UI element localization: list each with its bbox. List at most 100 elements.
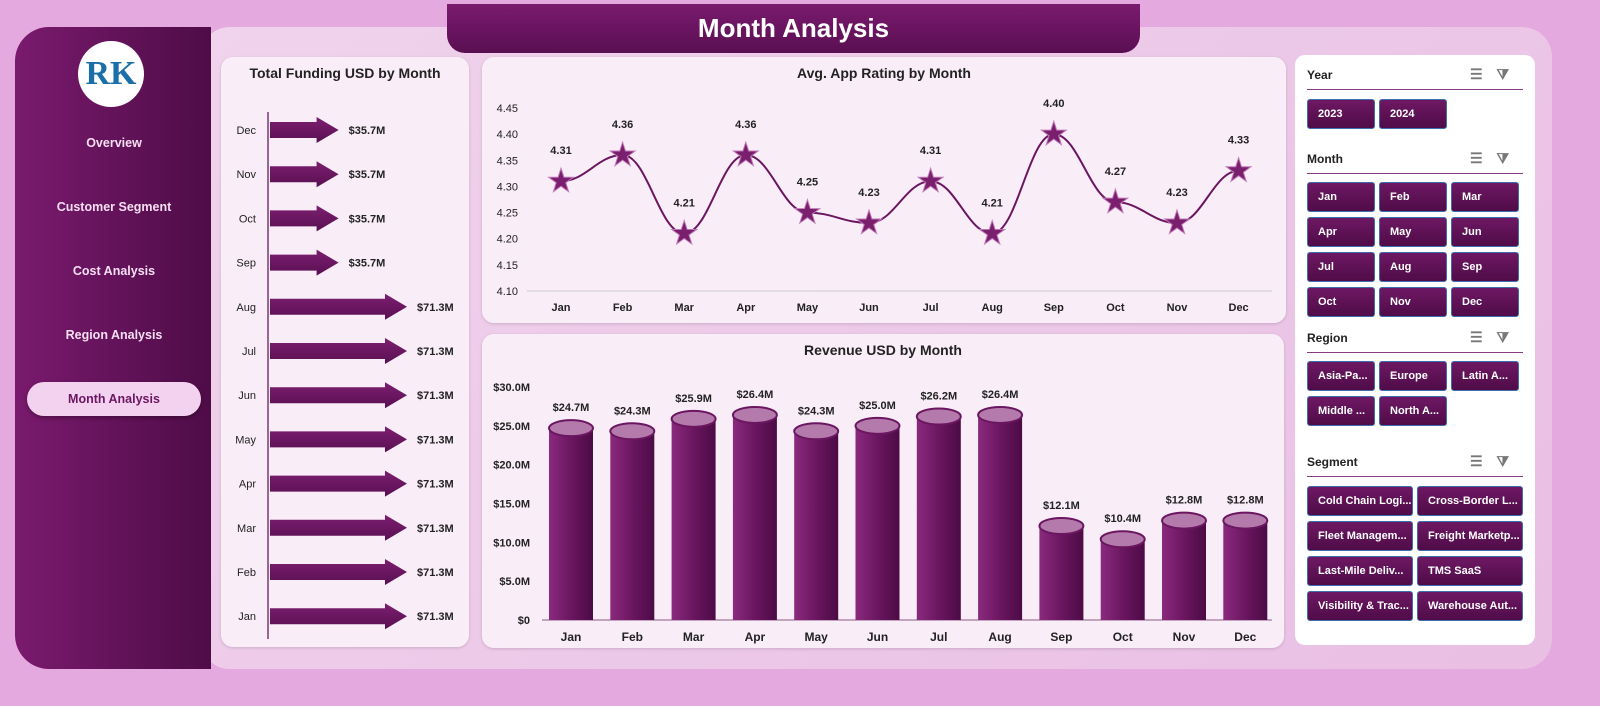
month-option[interactable]: Feb <box>1379 182 1447 212</box>
bar-top <box>1222 511 1269 530</box>
region-option[interactable]: Middle ... <box>1307 396 1375 426</box>
star-marker <box>731 140 760 167</box>
y-tick-label: $20.0M <box>493 460 530 472</box>
nav-overview[interactable]: Overview <box>86 136 142 150</box>
nav-month-analysis[interactable]: Month Analysis <box>27 382 201 416</box>
bar-top <box>854 416 901 435</box>
nav-region-analysis[interactable]: Region Analysis <box>65 328 163 342</box>
region-option[interactable]: Asia-Pa... <box>1307 361 1375 391</box>
data-label: $24.3M <box>614 405 651 417</box>
clear-filter-icon[interactable]: ⧩ <box>1496 66 1523 82</box>
multi-select-icon[interactable]: ☰ <box>1469 329 1497 345</box>
data-label: $12.8M <box>1166 495 1203 507</box>
y-tick-label: 4.35 <box>497 155 518 167</box>
data-label: 4.27 <box>1105 166 1126 178</box>
x-tick-label: Feb <box>622 630 643 644</box>
multi-select-icon[interactable]: ☰ <box>1469 66 1497 82</box>
segment-slicer-header: Segment ☰⧩ <box>1307 453 1523 477</box>
revenue-bar <box>549 428 593 620</box>
data-label: 4.31 <box>550 145 571 157</box>
clear-filter-icon[interactable]: ⧩ <box>1496 150 1523 166</box>
revenue-bar <box>978 414 1023 620</box>
star-marker <box>978 218 1007 246</box>
y-tick-label: 4.20 <box>497 234 518 246</box>
data-label: 4.23 <box>1166 187 1187 199</box>
data-label: $35.7M <box>349 169 386 181</box>
y-tick-label: Mar <box>237 523 256 535</box>
data-label: 4.23 <box>858 187 879 199</box>
month-option[interactable]: Jun <box>1451 217 1519 247</box>
segment-option[interactable]: Visibility & Trac... <box>1307 591 1413 621</box>
data-label: $25.0M <box>859 400 896 412</box>
data-label: $10.4M <box>1104 513 1141 525</box>
segment-option[interactable]: Fleet Managem... <box>1307 521 1413 551</box>
year-slicer-label: Year <box>1307 68 1333 82</box>
month-option[interactable]: Jan <box>1307 182 1375 212</box>
star-marker <box>1039 119 1068 147</box>
star-marker <box>670 218 699 246</box>
x-tick-label: Jan <box>561 630 582 644</box>
year-option[interactable]: 2024 <box>1379 99 1447 129</box>
x-tick-label: Dec <box>1234 630 1256 644</box>
segment-option[interactable]: Cross-Border L... <box>1417 486 1523 516</box>
x-tick-label: Jun <box>867 630 888 644</box>
month-option[interactable]: Jul <box>1307 252 1375 282</box>
segment-option[interactable]: Freight Marketp... <box>1417 521 1523 551</box>
multi-select-icon[interactable]: ☰ <box>1469 150 1497 166</box>
clear-filter-icon[interactable]: ⧩ <box>1496 329 1523 345</box>
bar-top <box>1099 530 1146 549</box>
region-option[interactable]: Latin A... <box>1451 361 1519 391</box>
x-tick-label: Nov <box>1173 630 1196 644</box>
data-label: $26.4M <box>737 389 774 401</box>
logo: RK <box>78 41 144 107</box>
sidebar: RK Overview Customer Segment Cost Analys… <box>15 27 211 669</box>
revenue-bar <box>671 418 716 620</box>
region-option[interactable]: North A... <box>1379 396 1447 426</box>
year-slicer-header: Year ☰⧩ <box>1307 66 1523 90</box>
bar-top <box>1161 511 1207 530</box>
month-option[interactable]: Sep <box>1451 252 1519 282</box>
month-option[interactable]: Apr <box>1307 217 1375 247</box>
month-option[interactable]: Mar <box>1451 182 1519 212</box>
segment-option[interactable]: Warehouse Aut... <box>1417 591 1523 621</box>
month-option[interactable]: Nov <box>1379 287 1447 317</box>
segment-option[interactable]: TMS SaaS <box>1417 556 1523 586</box>
revenue-bar <box>1100 539 1145 620</box>
star-marker <box>1163 208 1191 235</box>
region-option[interactable]: Europe <box>1379 361 1447 391</box>
y-tick-label: Sep <box>236 258 256 270</box>
segment-option[interactable]: Cold Chain Logi... <box>1307 486 1413 516</box>
funding-chart: Dec $35.7M Nov $35.7M Oct $35.7M Sep $35.7M Aug $… <box>235 112 454 639</box>
month-option[interactable]: Dec <box>1451 287 1519 317</box>
star-marker <box>916 166 945 193</box>
data-label: $71.3M <box>417 479 454 491</box>
data-label: $24.3M <box>798 405 835 417</box>
revenue-bar <box>1223 520 1268 620</box>
x-tick-label: Mar <box>683 630 705 644</box>
bar-top <box>609 422 656 441</box>
segment-option[interactable]: Last-Mile Deliv... <box>1307 556 1413 586</box>
clear-filter-icon[interactable]: ⧩ <box>1496 453 1523 469</box>
data-label: $71.3M <box>417 302 454 314</box>
data-label: $71.3M <box>417 567 454 579</box>
nav-customer-segment[interactable]: Customer Segment <box>56 200 172 214</box>
funding-chart-title: Total Funding USD by Month <box>249 65 441 81</box>
month-option[interactable]: Aug <box>1379 252 1447 282</box>
data-label: $26.4M <box>982 389 1019 401</box>
funding-arrow-bar <box>270 559 407 585</box>
multi-select-icon[interactable]: ☰ <box>1469 453 1497 469</box>
star-marker <box>608 140 637 167</box>
y-tick-label: $0 <box>518 615 530 627</box>
month-option[interactable]: May <box>1379 217 1447 247</box>
star-marker <box>1224 156 1253 183</box>
x-tick-label: Jul <box>923 302 939 314</box>
nav-cost-analysis[interactable]: Cost Analysis <box>72 264 156 278</box>
data-label: $71.3M <box>417 390 454 402</box>
year-option[interactable]: 2023 <box>1307 99 1375 129</box>
revenue-bar <box>855 425 900 620</box>
data-label: $24.7M <box>553 402 590 414</box>
rating-line <box>560 133 1239 235</box>
data-label: $71.3M <box>417 523 454 535</box>
month-option[interactable]: Oct <box>1307 287 1375 317</box>
x-tick-label: May <box>805 630 829 644</box>
